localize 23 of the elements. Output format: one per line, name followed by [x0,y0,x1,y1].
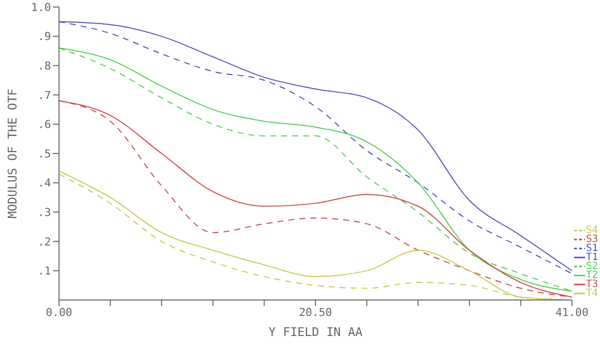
x-tick-label: 20.50 [298,306,332,319]
y-tick-label: .7 [38,88,51,102]
legend-label: T4 [586,288,598,299]
x-axis-title: Y FIELD IN AA [268,325,364,339]
legend-label: S1 [586,243,598,254]
legend-label: S2 [586,261,598,272]
y-tick-label: .4 [38,176,52,190]
y-axis-title: MODULUS OF THE OTF [5,88,20,219]
legend-label: T1 [586,252,598,263]
y-tick-label: .5 [38,147,51,160]
x-tick-label: 0.00 [46,306,72,319]
legend-label: T3 [586,279,598,290]
y-tick-label: .3 [38,206,51,220]
legend-label: S3 [586,234,598,245]
y-tick-label: .8 [38,60,51,73]
y-tick-label: .6 [38,118,51,132]
y-tick-label: .2 [38,235,51,248]
legend-label: S4 [586,225,598,236]
x-tick-label: 41.00 [555,306,589,319]
legend-label: T2 [586,270,598,281]
y-tick-label: .9 [38,30,51,44]
y-tick-label: 1.0 [31,0,51,14]
y-tick-label: .1 [38,264,51,278]
